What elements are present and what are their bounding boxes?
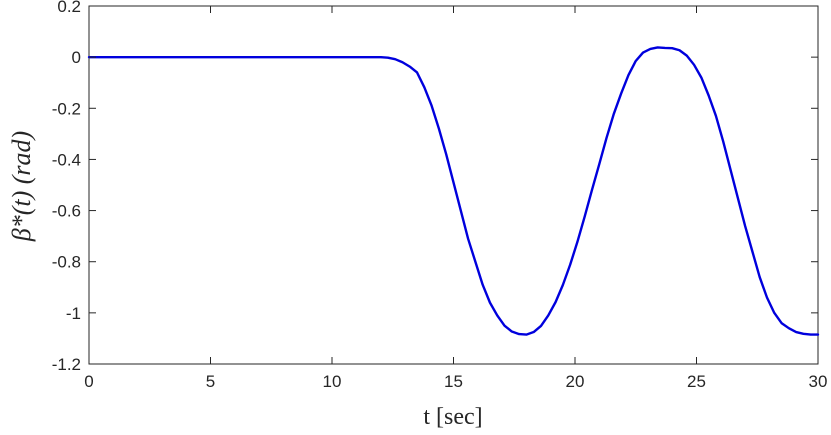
y-tick-label: -0.8	[52, 253, 81, 272]
x-tick-label: 5	[206, 372, 215, 391]
x-tick-label: 30	[809, 372, 828, 391]
y-tick-label: -1	[66, 304, 81, 323]
y-tick-label: -0.2	[52, 99, 81, 118]
y-tick-label: -0.4	[52, 150, 81, 169]
x-tick-label: 10	[323, 372, 342, 391]
x-tick-label: 25	[687, 372, 706, 391]
x-tick-label: 0	[84, 372, 93, 391]
x-tick-label: 20	[566, 372, 585, 391]
y-axis-ticks: 0.2 0 -0.2 -0.4 -0.6 -0.8 -1 -1.2	[52, 0, 818, 374]
y-tick-label: 0.2	[57, 0, 81, 16]
x-axis-ticks: 0 5 10 15 20 25 30	[84, 6, 827, 391]
series-line-0	[87, 46, 820, 336]
y-tick-label: 0	[72, 48, 81, 67]
y-tick-label: -0.6	[52, 202, 81, 221]
y-axis-label: β*(t) (rad)	[7, 131, 36, 242]
plot-area	[87, 5, 820, 365]
x-axis-label: t [sec]	[423, 404, 482, 430]
x-tick-label: 15	[444, 372, 463, 391]
y-tick-label: -1.2	[52, 355, 81, 374]
